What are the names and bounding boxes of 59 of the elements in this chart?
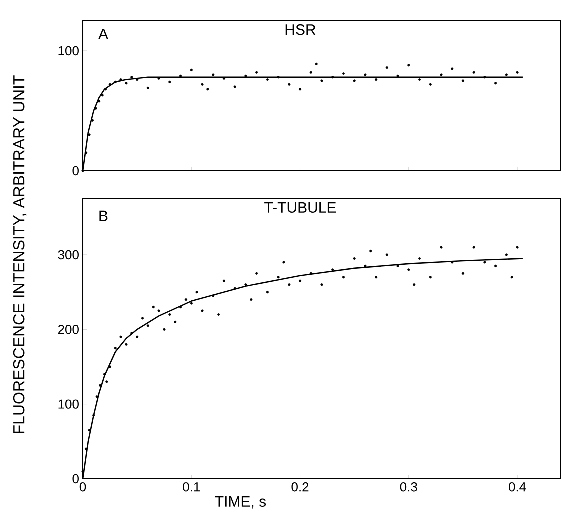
chart-title: T-TUBULE (264, 202, 336, 213)
point (342, 72, 346, 76)
annotation: B (100, 210, 108, 222)
point (212, 74, 215, 76)
point (179, 74, 182, 78)
point (206, 88, 210, 91)
point (266, 78, 269, 82)
point (125, 82, 128, 85)
y-axis-title: FLUORESCENCE INTENSITY, ARBITRARY UNIT (13, 76, 27, 434)
y-tick-label: 100 (58, 400, 79, 409)
y-tick-label: 0 (72, 474, 79, 484)
point (201, 83, 204, 86)
x-axis-title: TIME, s (215, 496, 266, 509)
point (451, 68, 454, 70)
point (94, 107, 98, 110)
point (320, 80, 324, 82)
point (108, 83, 112, 86)
point (310, 71, 312, 74)
point (234, 86, 236, 88)
point (146, 86, 150, 90)
point (298, 88, 302, 91)
point (114, 80, 117, 84)
point (472, 71, 476, 74)
point (101, 94, 104, 97)
point (98, 100, 101, 103)
point (168, 80, 172, 84)
point (429, 83, 432, 86)
point (88, 134, 91, 136)
x-tick-label: 0 (80, 482, 86, 492)
point (386, 66, 388, 70)
point (375, 78, 378, 82)
point (505, 74, 508, 76)
point (396, 74, 400, 78)
point (256, 71, 258, 74)
point (244, 74, 248, 78)
point (462, 80, 465, 82)
y-tick-label: 0 (72, 166, 79, 176)
chart-title: HSR (286, 24, 316, 36)
x-tick-label: 0.3 (400, 482, 418, 492)
point (91, 119, 94, 122)
point (288, 83, 291, 86)
point (315, 62, 318, 66)
point (130, 76, 134, 79)
point (418, 78, 422, 82)
point (364, 74, 367, 76)
y-tick-label: 100 (58, 46, 79, 56)
point (440, 74, 443, 76)
x-tick-label: 0.2 (292, 482, 309, 492)
point (190, 68, 193, 72)
point (408, 64, 410, 67)
y-tick-label: 200 (58, 325, 79, 334)
annotation: A (98, 29, 108, 40)
point (494, 82, 498, 85)
point (516, 71, 519, 74)
point (353, 80, 356, 82)
point (84, 152, 88, 154)
y-tick-label: 300 (58, 250, 79, 260)
x-tick-label: 0.1 (183, 482, 200, 492)
x-tick-label: 0.4 (509, 482, 526, 492)
